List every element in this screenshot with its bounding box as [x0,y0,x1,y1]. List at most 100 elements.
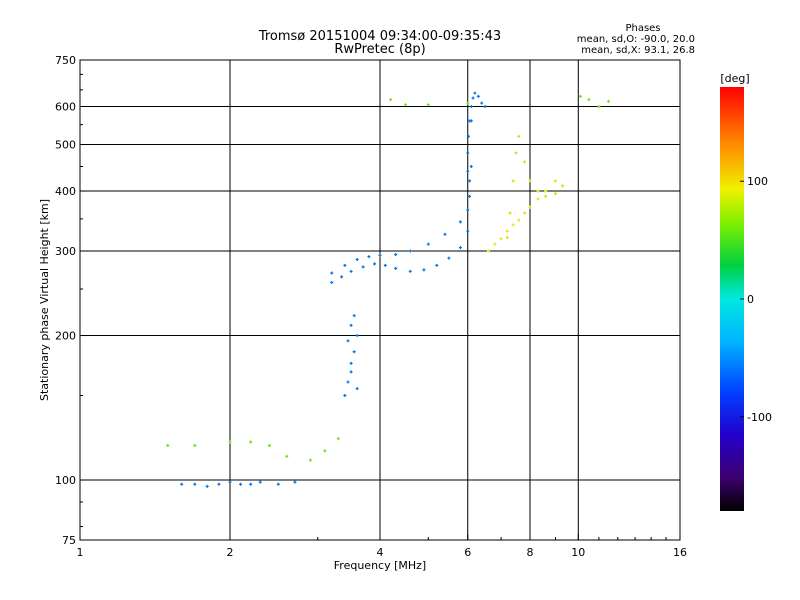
data-point [466,208,470,212]
data-point [435,263,439,267]
data-point [480,101,484,105]
data-point [523,160,527,164]
data-point [458,246,462,250]
data-point [536,189,540,193]
data-point [528,179,532,183]
data-point [205,484,209,488]
grid-layer [80,60,680,540]
data-point [228,480,232,484]
data-point [517,218,521,222]
x-tick-label: 6 [464,546,471,559]
chart-title: Tromsø 20151004 09:34:00-09:35:43 [258,29,501,44]
data-point [553,179,557,183]
data-point [517,134,521,138]
data-point [180,482,184,486]
y-tick-label: 300 [55,245,76,258]
x-tick-label: 2 [227,546,234,559]
data-point [544,189,548,193]
data-point [476,94,480,98]
data-point [483,105,487,109]
data-point [349,361,353,365]
data-point [352,314,356,318]
data-point [343,263,347,267]
data-point [561,184,565,188]
data-point [458,220,462,224]
data-point [499,237,503,241]
data-point [466,151,470,155]
data-point [228,440,232,444]
y-axis-label: Stationary phase Virtual Height [km] [38,199,51,401]
data-point [486,249,490,253]
y-tick-label: 600 [55,101,76,114]
phases-legend-o: mean, sd,O: -90.0, 20.0 [577,34,695,45]
x-axis-ticks: 1 2 4 6 8 10 16 [77,534,687,559]
data-point [394,253,398,257]
data-point [447,256,451,260]
data-point [355,334,359,338]
data-point [408,249,412,253]
data-point [276,482,280,486]
data-point [258,480,262,484]
data-point [466,229,470,233]
data-point [249,482,253,486]
data-point [249,440,253,444]
data-point [336,437,340,441]
data-points [166,91,611,488]
data-point [468,194,472,198]
data-point [193,482,197,486]
data-point [349,323,353,327]
colorbar-label: [deg] [720,72,749,85]
y-tick-label: 200 [55,330,76,343]
phases-legend-x: mean, sd,X: 93.1, 26.8 [581,45,695,56]
y-tick-label: 750 [55,54,76,67]
data-point [340,275,344,279]
chart-subtitle: RwPretec (8p) [334,42,425,57]
data-point [466,169,470,173]
data-point [343,394,347,398]
data-point [394,266,398,270]
data-point [389,98,393,102]
data-point [528,205,532,209]
data-point [323,449,327,453]
x-tick-label: 1 [77,546,84,559]
y-axis-ticks: 75 100 200 300 400 500 600 750 [55,54,86,547]
y-tick-label: 75 [62,534,76,547]
colorbar-ticks: 100 0 -100 [740,175,772,424]
data-point [523,211,527,215]
data-point [285,454,289,458]
data-point [471,96,475,100]
y-tick-label: 500 [55,139,76,152]
data-point [536,197,540,201]
colorbar-tick-label: -100 [747,411,772,424]
data-point [468,119,472,123]
data-point [349,269,353,273]
data-point [426,103,430,107]
data-point [505,236,509,240]
data-point [267,444,271,448]
colorbar-tick-label: 100 [747,175,768,188]
data-point [422,268,426,272]
data-point [587,98,591,102]
data-point [355,258,359,262]
x-tick-label: 16 [673,546,687,559]
data-point [352,350,356,354]
data-point [373,262,377,266]
data-point [367,255,371,259]
data-point [544,194,548,198]
x-axis-label: Frequency [MHz] [334,559,426,572]
data-point [553,192,557,196]
data-point [508,211,512,215]
data-point [193,444,197,448]
data-point [378,253,382,257]
data-point [466,134,470,138]
data-point [408,269,412,273]
y-tick-label: 100 [55,474,76,487]
data-point [597,105,601,109]
data-point [426,242,430,246]
data-point [239,482,243,486]
data-point [514,151,518,155]
data-point [473,91,477,95]
data-point [469,105,473,109]
x-tick-label: 10 [571,546,585,559]
